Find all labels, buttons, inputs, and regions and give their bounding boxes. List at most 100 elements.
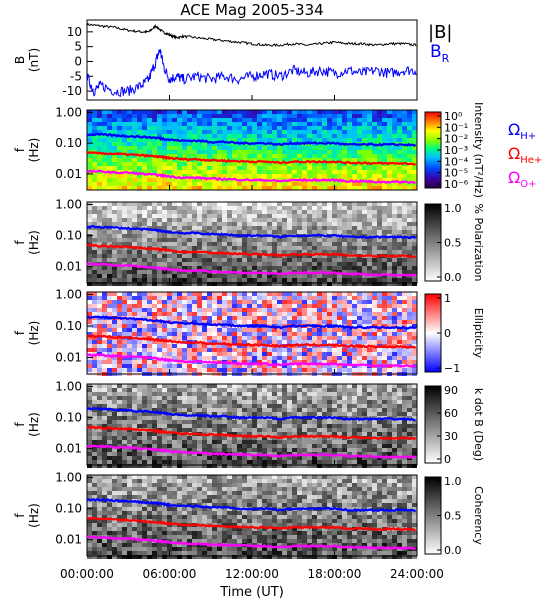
ion-label-symbol: Ω — [508, 120, 520, 139]
y-tick-label: 0 — [74, 54, 82, 68]
colorbar-tick-label: 60 — [444, 407, 458, 420]
x-axis-label: Time (UT) — [219, 585, 284, 600]
panel-ellipticity: 1.00 0.10 0.01 1 0 −1 Ellipticity f (Hz) — [13, 287, 485, 376]
colorbar-label: Ellipticity — [472, 308, 485, 359]
line-h-plus — [86, 225, 417, 240]
line-he-plus — [86, 425, 417, 441]
colorbar-label: k dot B (Deg) — [472, 388, 485, 461]
ion-label-sub: He+ — [520, 155, 542, 166]
legend-br-main: B — [430, 42, 442, 62]
line-he-plus — [86, 516, 416, 532]
y-tick-label: 1.00 — [55, 379, 82, 393]
y-tick-label: 1.00 — [55, 287, 82, 301]
x-tick-label: 00:00:00 — [60, 567, 114, 581]
y-tick-label: 0.01 — [55, 260, 82, 274]
x-tick-label: 18:00:00 — [308, 567, 362, 581]
y-tick-label: 0.10 — [55, 229, 82, 243]
series-bmag-line — [86, 22, 417, 48]
line-o-plus — [86, 262, 417, 278]
colorbar-label: % Polarization — [472, 204, 485, 282]
x-axis-ticks: 00:00:00 06:00:00 12:00:00 18:00:00 24:00:00 — [60, 567, 444, 581]
y-tick-label: 0.01 — [55, 533, 82, 547]
y-axis-label: f — [13, 330, 27, 335]
colorbar-tick-label: 10⁻³ — [444, 144, 468, 157]
x-tick-label: 12:00:00 — [225, 567, 279, 581]
legend-br: BR — [430, 42, 450, 65]
y-tick-label: 10 — [67, 25, 82, 39]
ion-label-he-plus: ΩHe+ — [508, 144, 542, 166]
line-o-plus — [86, 535, 416, 550]
colorbar-tick-label: 0.5 — [444, 510, 462, 523]
ion-label-sub: H+ — [520, 131, 536, 142]
colorbar-tick-label: −1 — [444, 362, 460, 375]
y-axis-unit: (Hz) — [27, 230, 41, 255]
y-tick-label: 5 — [74, 40, 82, 54]
y-tick-label: 0.01 — [55, 167, 82, 181]
y-tick-label: 1.00 — [55, 105, 82, 119]
figure-title: ACE Mag 2005-334 — [180, 1, 323, 19]
y-axis-unit: (Hz) — [27, 412, 41, 437]
colorbar-tick-label: 1.0 — [444, 202, 462, 215]
ion-label-h-plus: ΩH+ — [508, 120, 536, 142]
colorbar-tick-label: 10⁻⁴ — [444, 155, 469, 168]
colorbar-tick-label: 90 — [444, 384, 458, 397]
colorbar-tick-label: 30 — [444, 430, 458, 443]
ion-label-sub: O+ — [520, 179, 536, 190]
y-axis-label: f — [13, 422, 27, 427]
y-tick-label: 0.01 — [55, 442, 82, 456]
y-axis-label: f — [13, 147, 27, 152]
panel-coherency: 1.00 0.10 0.01 1.0 0.5 0.0 Coherency f (Hz) — [13, 470, 485, 559]
line-h-plus — [86, 497, 417, 513]
legend-br-sub: R — [442, 52, 450, 65]
y-tick-label: 1.00 — [55, 470, 82, 484]
panel-polarization: 1.00 0.10 0.01 1.0 0.5 0.0 % Polarization f (Hz) — [13, 197, 485, 286]
y-axis-label: f — [13, 240, 27, 245]
colorbar-label: Intensity (nT²/Hz) — [472, 102, 485, 198]
series-br-line — [86, 48, 417, 98]
colorbar-tick-label: 1 — [444, 292, 451, 305]
y-tick-label: 0.10 — [55, 136, 82, 150]
y-axis-label: B — [13, 56, 27, 64]
colorbar-tick-label: 0.5 — [444, 237, 462, 250]
ion-label-symbol: Ω — [508, 144, 520, 163]
y-tick-label: -10 — [62, 84, 82, 98]
colorbar-tick-label: 0 — [444, 453, 451, 466]
y-tick-label: 0.10 — [55, 502, 82, 516]
y-axis-label: f — [13, 513, 27, 518]
y-axis-unit: (Hz) — [27, 138, 41, 163]
x-tick-label: 06:00:00 — [143, 567, 197, 581]
colorbar-tick-label: 0.0 — [444, 544, 462, 557]
y-axis-unit: (Hz) — [27, 503, 41, 528]
line-h-plus — [86, 132, 417, 148]
line-h-plus — [86, 406, 416, 422]
y-axis-unit: (nT) — [27, 48, 41, 72]
legend-bmag: |B| — [428, 22, 452, 43]
y-tick-label: 0.10 — [55, 411, 82, 425]
ion-label-symbol: Ω — [508, 168, 520, 187]
colorbar-tick-label: 10⁻⁶ — [444, 178, 469, 191]
y-tick-label: -5 — [70, 69, 82, 83]
colorbar-tick-label: 10⁻² — [444, 133, 468, 146]
colorbar-kdotb — [424, 385, 442, 464]
y-tick-label: 1.00 — [55, 197, 82, 211]
colorbar-tick-label: 0.0 — [444, 271, 462, 284]
colorbar-label: Coherency — [472, 486, 485, 545]
line-he-plus — [86, 243, 417, 259]
y-axis-unit: (Hz) — [27, 321, 41, 346]
panel-kdotb: 1.00 0.10 0.01 90 60 30 0 k dot B (Deg) f (Hz) — [13, 379, 485, 468]
colorbar-tick-label: 10⁰ — [444, 110, 463, 123]
colorbar-tick-label: 0 — [444, 327, 451, 340]
colorbar-tick-label: 1.0 — [444, 475, 462, 488]
y-tick-label: 0.10 — [55, 319, 82, 333]
colorbar-tick-label: 10⁻⁵ — [444, 167, 468, 180]
x-tick-label: 24:00:00 — [390, 567, 444, 581]
colorbar-tick-label: 10⁻¹ — [444, 121, 468, 134]
ion-label-o-plus: ΩO+ — [508, 168, 536, 190]
line-o-plus — [86, 169, 417, 185]
line-h-plus — [86, 315, 416, 330]
